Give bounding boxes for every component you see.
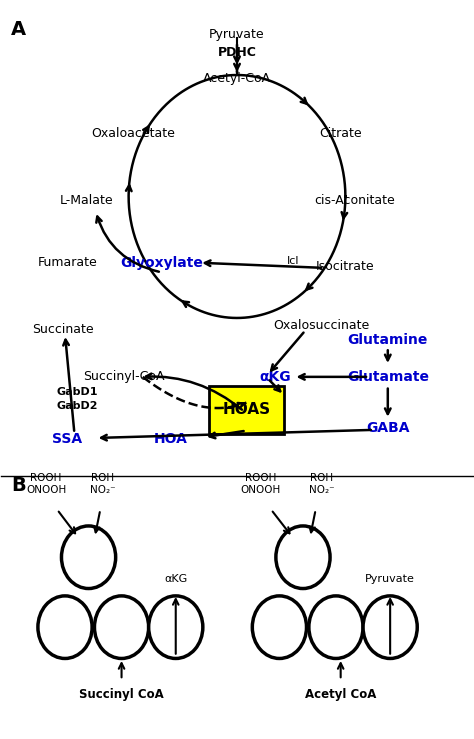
Text: HOAS: HOAS [160,622,191,632]
Text: SSA: SSA [52,432,82,446]
Text: DlaT: DlaT [108,621,135,633]
Text: αKG: αKG [259,370,291,384]
Text: AhpD: AhpD [264,621,295,633]
Text: HOA: HOA [154,432,188,446]
Text: Acetyl-CoA: Acetyl-CoA [203,72,271,85]
Text: ROOH
ONOOH: ROOH ONOOH [240,473,281,494]
Text: GabD1: GabD1 [56,386,98,397]
Text: cis-Aconitate: cis-Aconitate [314,194,395,207]
Text: Icl: Icl [286,256,299,265]
Text: Pyruvate: Pyruvate [209,28,265,41]
Text: Fumarate: Fumarate [37,256,97,269]
Text: GabD2: GabD2 [56,401,98,412]
Text: Citrate: Citrate [319,127,362,140]
Text: Glyoxylate: Glyoxylate [120,256,203,270]
Text: ROOH
ONOOH: ROOH ONOOH [26,473,66,494]
Text: AhpC: AhpC [73,551,104,564]
Ellipse shape [309,596,363,658]
FancyBboxPatch shape [209,386,284,435]
Ellipse shape [62,526,116,588]
Ellipse shape [94,596,149,658]
Text: Succinyl CoA: Succinyl CoA [79,687,164,701]
Text: Succinyl-CoA: Succinyl-CoA [83,370,164,384]
Text: Acetyl CoA: Acetyl CoA [305,687,376,701]
Text: Isocitrate: Isocitrate [316,260,374,273]
Ellipse shape [149,596,203,658]
Text: L-Malate: L-Malate [59,194,113,207]
Text: Oxaloacetate: Oxaloacetate [91,127,175,140]
Text: A: A [11,20,26,38]
Text: ROH
NO₂⁻: ROH NO₂⁻ [309,473,335,494]
Ellipse shape [363,596,417,658]
Ellipse shape [38,596,92,658]
Text: Pyruvate: Pyruvate [365,574,415,585]
Text: GABA: GABA [366,421,410,435]
Ellipse shape [252,596,307,658]
Text: PDHC: PDHC [218,47,256,59]
Text: B: B [11,476,26,495]
Text: Glutamine: Glutamine [347,333,428,347]
Text: Oxalosuccinate: Oxalosuccinate [273,319,370,332]
Text: AhpC: AhpC [287,551,319,564]
Text: DlaT: DlaT [322,621,349,633]
Text: αKG: αKG [164,574,187,585]
Text: Glutamate: Glutamate [347,370,429,384]
Text: ROH
NO₂⁻: ROH NO₂⁻ [90,473,116,494]
Ellipse shape [276,526,330,588]
Text: Succinate: Succinate [32,322,93,336]
Text: AceE: AceE [376,621,404,633]
Text: HOAS: HOAS [222,403,271,418]
Text: AhpD: AhpD [49,621,81,633]
